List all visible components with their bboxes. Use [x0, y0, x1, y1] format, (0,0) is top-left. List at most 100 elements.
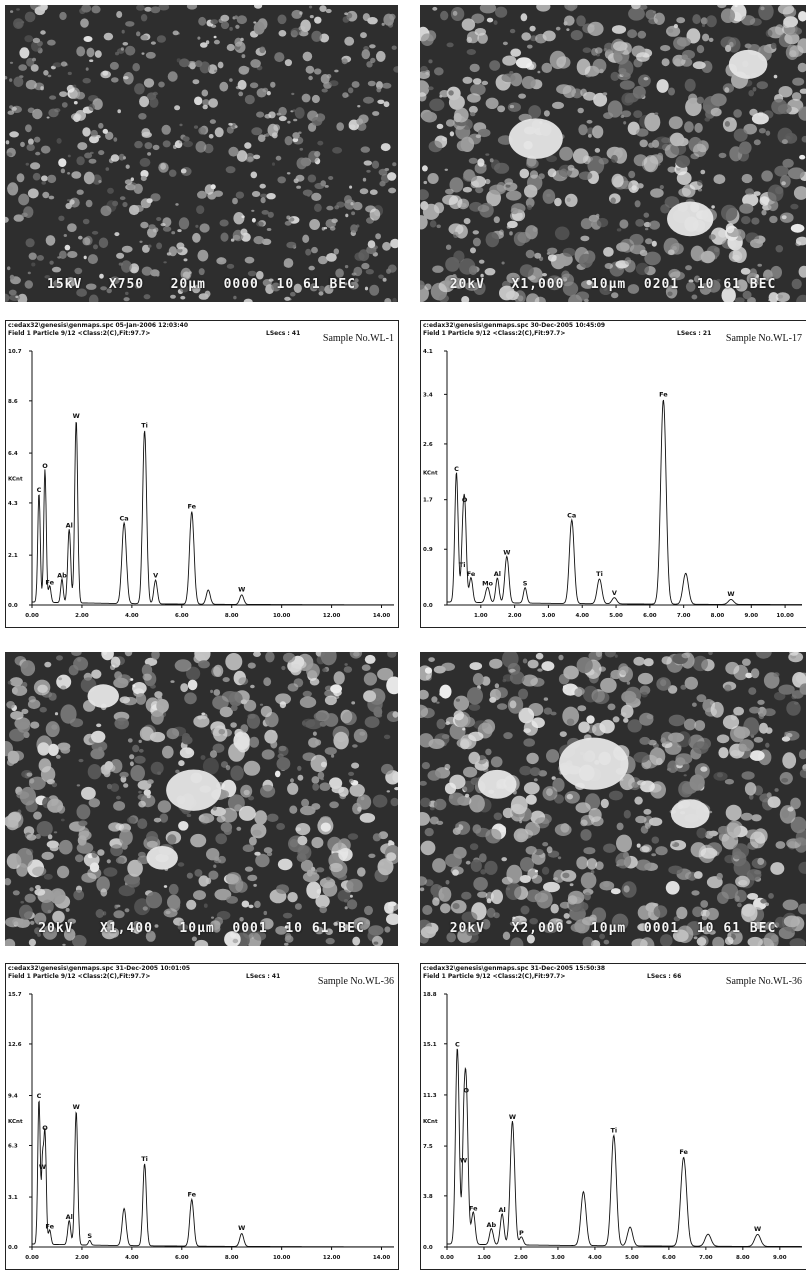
- peak-label: Ab: [57, 571, 67, 579]
- y-tick-label: 2.1: [8, 553, 18, 559]
- x-tick-label: 4.00: [125, 613, 139, 619]
- x-tick-label: 6.00: [643, 613, 657, 619]
- spectrum-line: [447, 399, 802, 606]
- sem-image-4: 20kV X2,000 10µm 0001 10 61 BEC: [420, 652, 806, 946]
- spectrum-plot: 4.1 3.4 2.6 1.7 0.9 0.0 KCnt 1.00 2.00 3.00 4.00 5.…: [423, 349, 802, 619]
- spectrum-plot: 10.7 8.6 6.4 4.3 2.1 0.0 KCnt 0.00 2.00 4.00 6.00 8…: [8, 349, 394, 619]
- peak-label: Ti: [459, 561, 466, 569]
- y-tick-label: 10.7: [8, 349, 22, 355]
- x-tick-label: 2.00: [514, 1255, 528, 1261]
- peak-label: Al: [66, 1213, 73, 1221]
- x-tick-label: 9.00: [773, 1255, 787, 1261]
- peak-label: Fe: [187, 1190, 196, 1198]
- x-tick-label: 4.00: [588, 1255, 602, 1261]
- spectrum-line: [447, 1048, 802, 1248]
- peak-label: Fe: [469, 1205, 478, 1213]
- peak-label: Fe: [187, 502, 196, 510]
- y-tick-label: 2.6: [423, 442, 433, 448]
- spectrum-lsecs: LSecs : 41: [246, 973, 281, 980]
- peak-label: Mo: [482, 580, 493, 588]
- y-tick-label: 6.4: [8, 451, 18, 457]
- x-tick-label: 4.00: [575, 613, 589, 619]
- y-tick-label: 0.0: [423, 1245, 433, 1251]
- peak-label: Al: [66, 521, 73, 529]
- y-axis-label: KCnt: [8, 476, 23, 482]
- y-tick-label: 3.1: [8, 1195, 18, 1201]
- x-tick-label: 10.00: [776, 613, 794, 619]
- spectrum-lsecs: LSecs : 66: [647, 973, 682, 980]
- x-tick-label: 1.00: [477, 1255, 491, 1261]
- sem-caption: 20kV X1,000 10µm 0201 10 61 BEC: [449, 277, 777, 292]
- spectrum-lsecs: LSecs : 41: [266, 330, 301, 337]
- x-tick-label: 6.00: [662, 1255, 676, 1261]
- peak-label: Ti: [141, 422, 148, 430]
- peak-label: W: [754, 1225, 761, 1233]
- x-tick-label: 7.00: [699, 1255, 713, 1261]
- y-tick-label: 15.7: [8, 992, 22, 998]
- sem-image-1: 15kV X750 20µm 0000 10 61 BEC: [5, 5, 398, 302]
- peak-label: V: [612, 589, 617, 597]
- y-tick-label: 0.9: [423, 547, 433, 553]
- y-axis-label: KCnt: [423, 471, 438, 477]
- x-tick-label: 12.00: [323, 1255, 341, 1261]
- x-tick-label: 6.00: [175, 613, 189, 619]
- y-tick-label: 7.5: [423, 1144, 433, 1150]
- spectrum-header-line2: Field 1 Particle 9/12 <Class:2(C),Fit:97…: [423, 973, 566, 980]
- spectrum-header-line2: Field 1 Particle 9/12 <Class:2(C),Fit:97…: [423, 330, 566, 337]
- y-tick-label: 6.3: [8, 1143, 18, 1149]
- peak-label: V: [153, 571, 158, 579]
- sem-image-3: 20kV X1,400 10µm 0001 10 61 BEC: [5, 652, 398, 946]
- spectrum-header-line2: Field 1 Particle 9/12 <Class:2(C),Fit:97…: [8, 973, 151, 980]
- peak-label: O: [463, 1086, 469, 1094]
- peak-label: S: [87, 1232, 92, 1240]
- y-axis-label: KCnt: [423, 1119, 438, 1125]
- x-tick-label: 8.00: [225, 1255, 239, 1261]
- x-tick-label: 8.00: [736, 1255, 750, 1261]
- x-tick-label: 10.00: [273, 1255, 291, 1261]
- spectrum-lsecs: LSecs : 21: [677, 330, 712, 337]
- peak-label: Ti: [610, 1127, 617, 1135]
- y-tick-label: 9.4: [8, 1094, 18, 1100]
- x-tick-label: 8.00: [711, 613, 725, 619]
- sample-label: Sample No.WL-36: [725, 976, 802, 987]
- x-tick-label: 0.00: [25, 613, 39, 619]
- sample-label: Sample No.WL-17: [725, 333, 802, 344]
- sem-texture: [420, 5, 806, 302]
- x-tick-label: 6.00: [175, 1255, 189, 1261]
- eds-spectrum-2: c:edax32\genesis\genmaps.spc 30-Dec-2005…: [420, 320, 806, 628]
- x-tick-label: 14.00: [373, 613, 391, 619]
- sample-label: Sample No.WL-1: [322, 333, 394, 344]
- peak-label: W: [39, 1163, 46, 1171]
- y-axis-label: KCnt: [8, 1119, 23, 1125]
- sem-texture: [5, 5, 398, 302]
- spectrum-header-line1: c:edax32\genesis\genmaps.spc 05-Jan-2006…: [8, 322, 188, 329]
- x-tick-label: 8.00: [225, 613, 239, 619]
- sem-texture: [420, 652, 806, 946]
- y-tick-label: 15.1: [423, 1042, 437, 1048]
- peak-label: Fe: [659, 391, 668, 399]
- x-tick-label: 0.00: [25, 1255, 39, 1261]
- x-tick-label: 0.00: [440, 1255, 454, 1261]
- y-tick-label: 1.7: [423, 498, 433, 504]
- y-tick-label: 3.8: [423, 1194, 433, 1200]
- peak-label: P: [519, 1229, 524, 1237]
- peak-label: C: [37, 486, 42, 494]
- x-tick-label: 3.00: [551, 1255, 565, 1261]
- peak-label: Fe: [45, 578, 54, 586]
- y-tick-label: 11.3: [423, 1093, 437, 1099]
- y-tick-label: 0.0: [423, 603, 433, 609]
- y-tick-label: 0.0: [8, 1245, 18, 1251]
- x-tick-label: 10.00: [273, 613, 291, 619]
- x-tick-label: 3.00: [542, 613, 556, 619]
- spectrum-header-line2: Field 1 Particle 9/12 <Class:2(C),Fit:97…: [8, 330, 151, 337]
- x-tick-label: 14.00: [373, 1255, 391, 1261]
- sem-texture: [5, 652, 398, 946]
- x-tick-label: 2.00: [75, 613, 89, 619]
- peak-label: Ab: [487, 1221, 497, 1229]
- peak-label: C: [37, 1092, 42, 1100]
- peak-label: W: [503, 549, 510, 557]
- spectrum-header-line1: c:edax32\genesis\genmaps.spc 31-Dec-2005…: [423, 965, 606, 972]
- spectrum-header-line1: c:edax32\genesis\genmaps.spc 31-Dec-2005…: [8, 965, 191, 972]
- spectrum-plot: 15.7 12.6 9.4 6.3 3.1 0.0 KCnt 0.00 2.00 4.00 6.00…: [8, 992, 394, 1261]
- peak-label: C: [454, 465, 459, 473]
